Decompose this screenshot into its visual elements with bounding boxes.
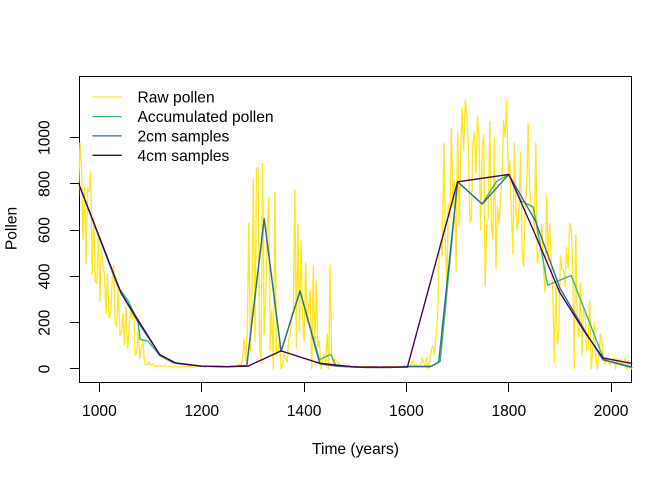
svg-text:Accumulated pollen: Accumulated pollen xyxy=(138,109,274,126)
svg-text:1800: 1800 xyxy=(491,403,526,420)
svg-text:800: 800 xyxy=(37,170,54,196)
svg-text:200: 200 xyxy=(37,309,54,335)
svg-text:Pollen: Pollen xyxy=(4,207,21,250)
svg-text:2cm samples: 2cm samples xyxy=(138,128,230,145)
svg-text:4cm samples: 4cm samples xyxy=(138,148,230,165)
svg-text:1600: 1600 xyxy=(389,403,424,420)
svg-text:1200: 1200 xyxy=(184,403,219,420)
svg-text:Time (years): Time (years) xyxy=(312,441,399,458)
svg-text:2000: 2000 xyxy=(594,403,629,420)
svg-text:400: 400 xyxy=(37,263,54,289)
svg-text:Raw pollen: Raw pollen xyxy=(138,90,215,107)
svg-text:1000: 1000 xyxy=(82,403,117,420)
svg-text:1400: 1400 xyxy=(287,403,322,420)
svg-text:600: 600 xyxy=(37,217,54,243)
svg-text:1000: 1000 xyxy=(37,120,54,155)
svg-text:0: 0 xyxy=(37,364,54,373)
